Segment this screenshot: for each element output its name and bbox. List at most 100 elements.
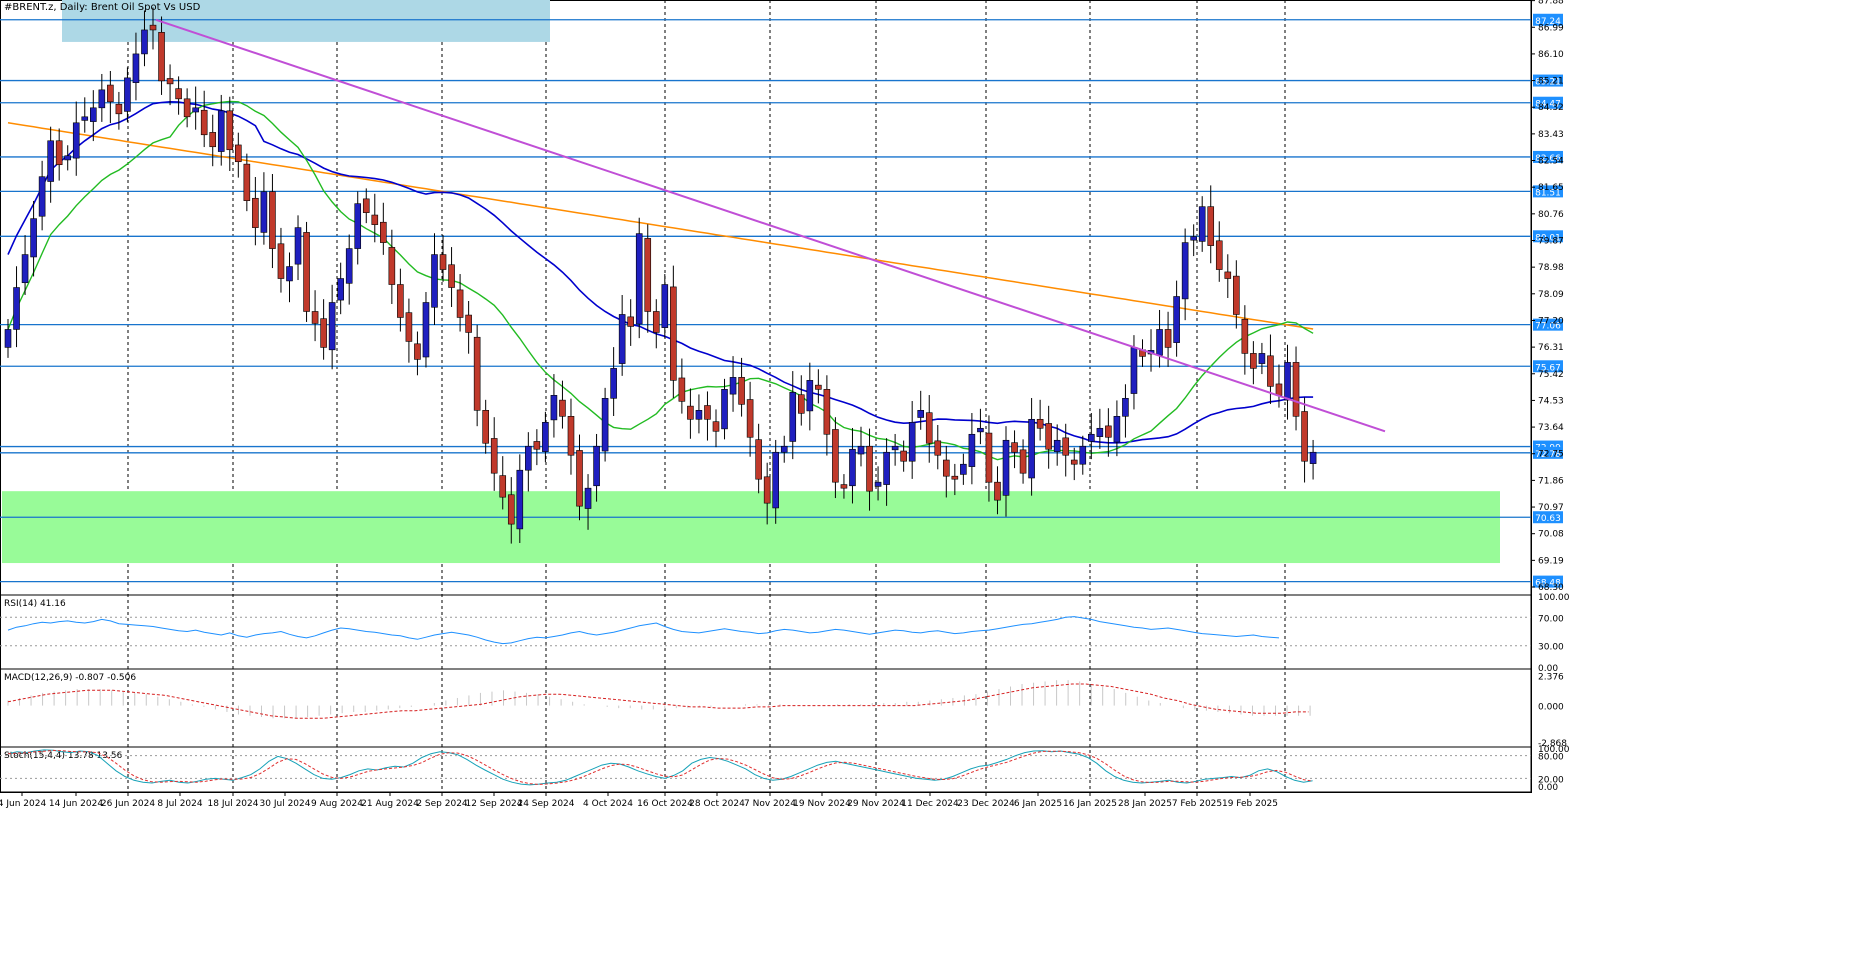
bear-candle [320, 318, 327, 348]
bear-candle [567, 415, 575, 456]
bear-candle [499, 475, 507, 498]
bear-candle [942, 459, 950, 477]
ma-50-line [7, 100, 1314, 444]
price-tick-label: 83.43 [1538, 130, 1564, 140]
bear-candle [678, 377, 686, 402]
date-label: 24 Sep 2024 [517, 799, 574, 809]
price-tick-label: 68.30 [1538, 583, 1564, 593]
bear-candle [746, 399, 754, 438]
bear-candle [1267, 355, 1274, 387]
bull-candle [13, 287, 20, 330]
bear-candle [985, 432, 993, 483]
bull-candle [1284, 362, 1291, 401]
price-tick-label: 82.54 [1538, 157, 1564, 167]
trendline-layer [155, 18, 1386, 433]
bull-candle [525, 445, 532, 471]
bull-candle [1122, 398, 1129, 417]
bull-candle [217, 110, 225, 152]
bear-candle [1292, 362, 1300, 417]
macd-tick-label: -2.868 [1538, 739, 1567, 749]
date-label: 9 Aug 2024 [311, 799, 363, 809]
date-label: 28 Jan 2025 [1118, 799, 1172, 809]
bull-candle [72, 122, 80, 159]
bull-candle [132, 53, 140, 83]
support-zone [2, 491, 1500, 564]
date-label: 14 Jun 2024 [49, 799, 103, 809]
bull-candle [593, 445, 600, 487]
bear-candle [1207, 206, 1215, 246]
rsi-tick-label: 30.00 [1538, 643, 1564, 653]
bear-candle [209, 132, 217, 148]
rsi-title: RSI(14) 41.16 [4, 599, 66, 609]
bull-candle [64, 155, 72, 161]
date-label: 30 Jul 2024 [260, 799, 311, 809]
bull-candle [857, 445, 865, 455]
bull-candle [1156, 329, 1163, 356]
bear-candle [1250, 353, 1257, 369]
bear-candle [763, 476, 771, 504]
ma-20-line [7, 100, 1314, 461]
rsi-tick-label: 0.00 [1538, 664, 1558, 674]
bear-candle [823, 389, 831, 435]
price-tick-label: 74.53 [1538, 396, 1564, 406]
rsi-tick-label: 100.00 [1538, 593, 1570, 603]
bear-candle [533, 441, 541, 450]
bull-candle [721, 389, 728, 430]
bull-candle [1173, 296, 1180, 343]
bear-candle [934, 440, 942, 456]
bull-candle [610, 368, 617, 399]
bull-candle [1309, 451, 1317, 464]
price-tick-label: 70.08 [1538, 530, 1564, 540]
bear-candle [269, 191, 276, 249]
bull-candle [192, 107, 199, 113]
bear-candle [815, 384, 822, 390]
bull-candle [584, 487, 592, 509]
bull-candle [977, 427, 984, 433]
price-tick-label: 78.98 [1538, 263, 1564, 273]
bear-candle [1275, 383, 1283, 396]
bull-candle [695, 410, 703, 420]
stoch-tick-label: 20.00 [1538, 775, 1564, 785]
bear-candle [107, 84, 114, 103]
level-tag [1533, 74, 1563, 87]
bull-candle [1088, 433, 1095, 442]
bull-candle [1028, 418, 1035, 479]
bear-candle [482, 410, 489, 444]
date-label: 8 Jul 2024 [157, 799, 202, 809]
level-tag [1533, 446, 1563, 459]
date-label: 18 Jul 2024 [208, 799, 259, 809]
symbol-label: #BRENT.z, Daily: Brent Oil Spot Vs USD [4, 2, 201, 13]
rsi-tick-label: 70.00 [1538, 614, 1564, 624]
level-tag [1533, 230, 1563, 243]
bull-candle [81, 116, 89, 121]
bull-candle [30, 218, 37, 258]
bull-candle [601, 398, 609, 452]
bull-candle [550, 395, 558, 421]
level-tag [1533, 96, 1563, 109]
bull-candle [960, 463, 967, 475]
bull-candle [21, 254, 29, 284]
date-label: 16 Oct 2024 [637, 799, 693, 809]
bear-candle [994, 481, 1001, 501]
level-tag-text: 84.47 [1535, 100, 1561, 110]
price-tick-label: 75.42 [1538, 370, 1564, 380]
bear-candle [1224, 271, 1232, 279]
indicator-panes: RSI(14) 41.16 100.00 70.00 30.00 0.00 MACD(12… [0, 593, 1570, 793]
bear-candle [1105, 425, 1112, 438]
bull-candle [422, 302, 430, 358]
bear-candle [380, 221, 387, 243]
level-tag-text: 80.01 [1535, 233, 1561, 243]
bear-candle [951, 475, 959, 480]
bear-candle [797, 394, 805, 414]
bear-candle [166, 78, 174, 85]
level-tag [1533, 185, 1563, 198]
bear-candle [840, 484, 848, 489]
date-label: 19 Nov 2024 [793, 799, 851, 809]
rsi-line [7, 616, 1280, 645]
bear-candle [627, 316, 634, 327]
bear-candle [1045, 423, 1052, 450]
level-tag-text: 87.24 [1535, 17, 1561, 27]
bear-candle [490, 438, 498, 474]
bear-candle [507, 494, 515, 525]
